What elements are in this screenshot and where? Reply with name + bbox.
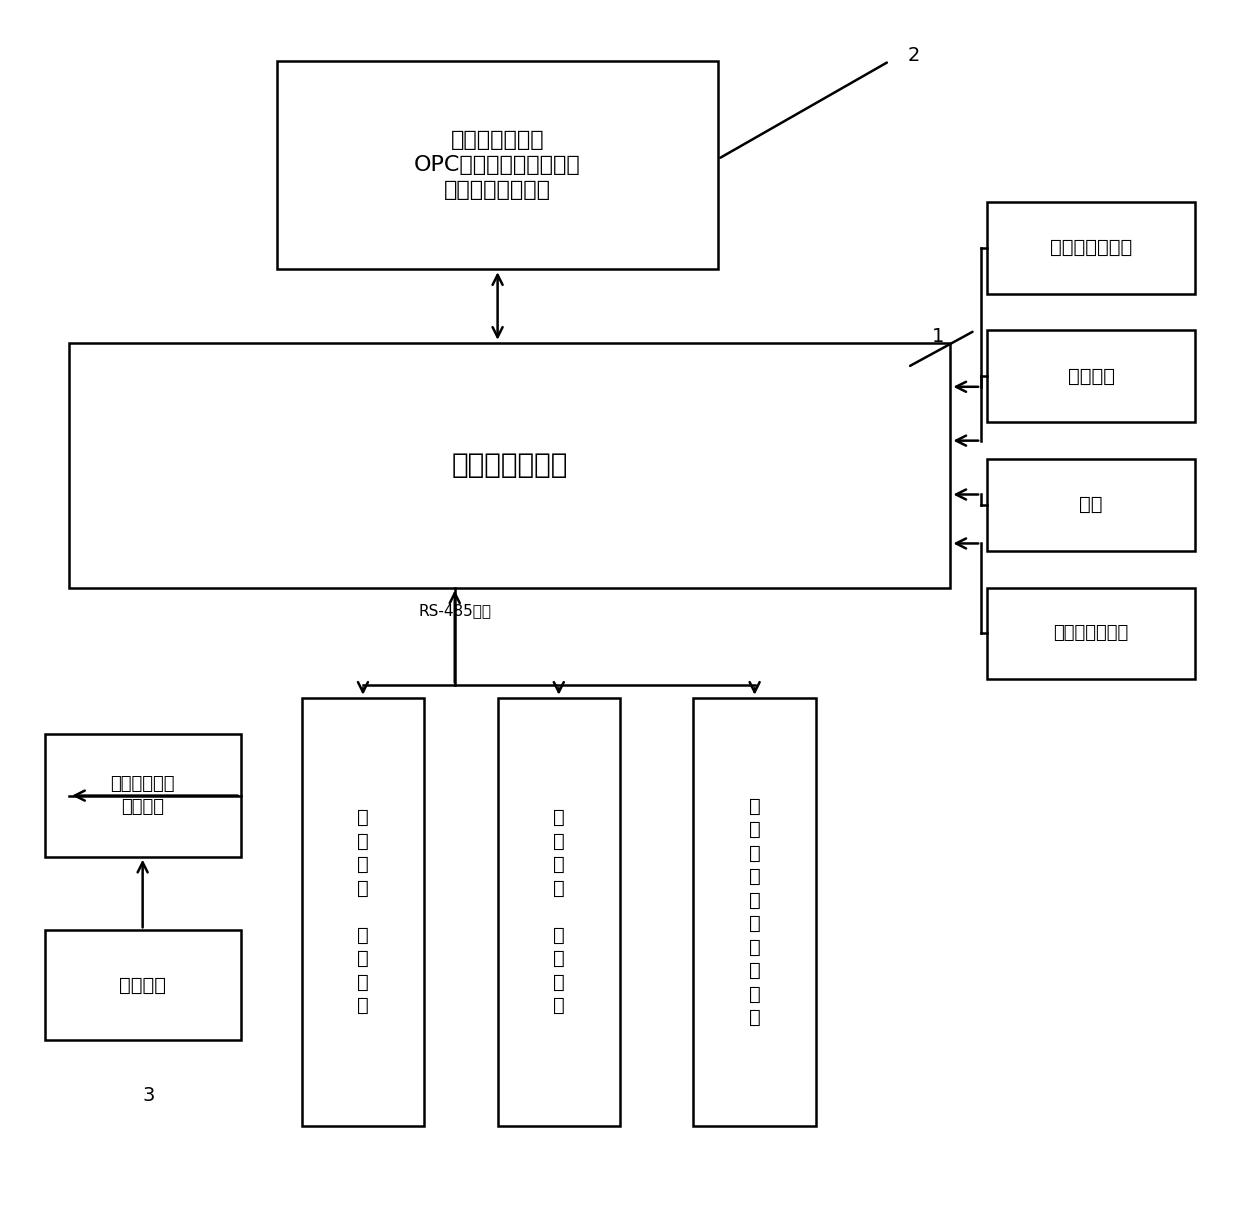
FancyBboxPatch shape	[278, 61, 718, 269]
Text: 水
泵
进
水
调
节
阀
的
开
度: 水 泵 进 水 调 节 阀 的 开 度	[749, 797, 760, 1027]
Text: 上位机组态软件
OPC服务器及专家系统控
制算法策略程序包: 上位机组态软件 OPC服务器及专家系统控 制算法策略程序包	[414, 131, 582, 200]
FancyBboxPatch shape	[497, 698, 620, 1126]
Text: 2: 2	[908, 45, 920, 65]
FancyBboxPatch shape	[69, 343, 951, 588]
Text: 汽水分离器液位: 汽水分离器液位	[1054, 624, 1128, 643]
FancyBboxPatch shape	[45, 930, 241, 1040]
Text: 水温: 水温	[1080, 496, 1104, 514]
FancyBboxPatch shape	[693, 698, 816, 1126]
FancyBboxPatch shape	[987, 202, 1195, 294]
FancyBboxPatch shape	[301, 698, 424, 1126]
FancyBboxPatch shape	[987, 588, 1195, 679]
Text: 管道流量: 管道流量	[1068, 367, 1115, 386]
FancyBboxPatch shape	[987, 459, 1195, 551]
FancyBboxPatch shape	[987, 330, 1195, 422]
Text: 泵
进
气
阀

馈
电
开
关: 泵 进 气 阀 馈 电 开 关	[357, 808, 368, 1016]
Text: 3: 3	[143, 1086, 155, 1105]
Text: 负压参数（泵）: 负压参数（泵）	[1050, 239, 1132, 257]
Text: 1: 1	[932, 327, 945, 346]
FancyBboxPatch shape	[45, 734, 241, 857]
Text: 泵电动机: 泵电动机	[119, 976, 166, 995]
Text: 可编程序控制柜: 可编程序控制柜	[451, 452, 568, 479]
Text: RS-485总线: RS-485总线	[418, 603, 491, 618]
Text: 泵
排
气
阀

馈
电
开
关: 泵 排 气 阀 馈 电 开 关	[553, 808, 564, 1016]
Text: 泵磁力启动器
负载电流: 泵磁力启动器 负载电流	[110, 776, 175, 815]
